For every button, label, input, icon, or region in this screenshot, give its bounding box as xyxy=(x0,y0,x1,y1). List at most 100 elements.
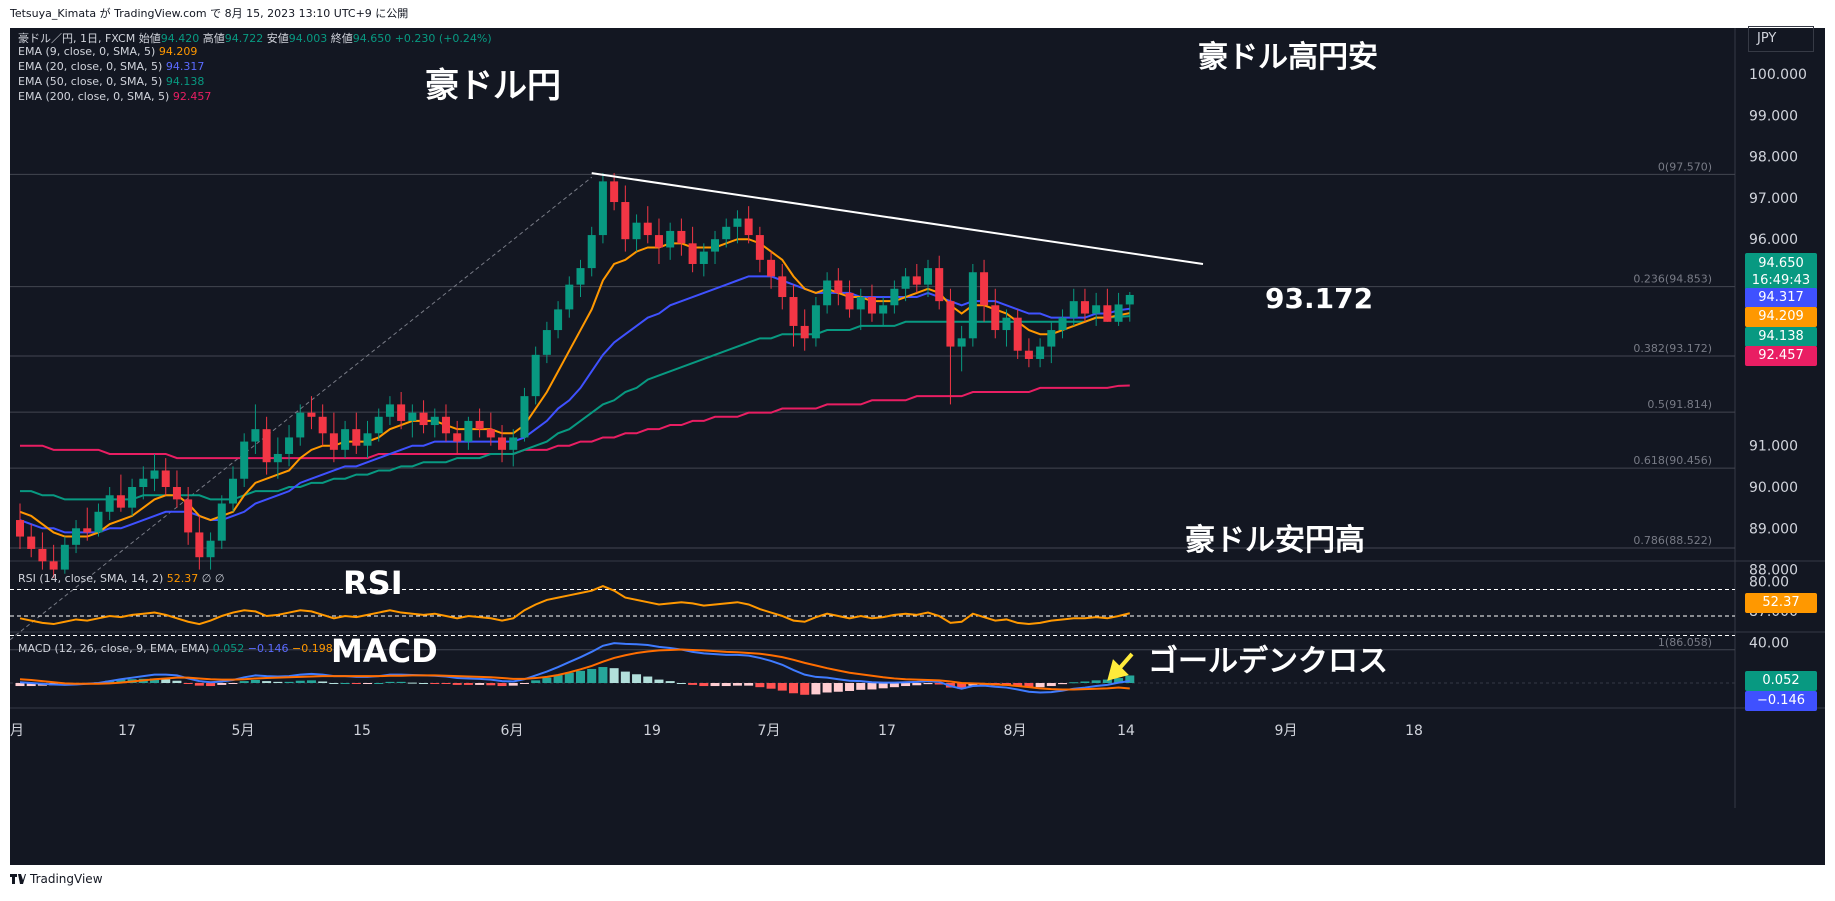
candle-body xyxy=(262,429,271,463)
time-label: 8月 xyxy=(1004,723,1027,739)
candle-body xyxy=(811,305,820,339)
candle-body xyxy=(285,437,294,454)
macd-hist-bar xyxy=(1125,675,1135,683)
chart-area[interactable]: 0(97.570) 0.236(94.853) 0.382(93.172) 0.5(9… xyxy=(10,26,1825,865)
level-annotation: 93.172 xyxy=(1265,282,1374,315)
macd-hist-bar xyxy=(519,683,529,684)
macd-label: MACD (12, 26, close, 9, EMA, EMA) xyxy=(18,642,210,655)
macd-signal-badge: −0.146 xyxy=(1745,691,1817,711)
candle-body xyxy=(991,305,1000,331)
publisher-line: Tetsuya_Kimata が TradingView.com で 8月 15… xyxy=(10,7,409,20)
trend-line xyxy=(591,172,1204,265)
price-tick: 97.000 xyxy=(1749,191,1798,207)
upper-note-annotation: 豪ドル高円安 xyxy=(1198,40,1378,75)
macd-title-annotation: MACD xyxy=(331,632,438,670)
candle-body xyxy=(72,528,81,545)
price-axis-bg xyxy=(1735,28,1825,865)
price-tick: 100.000 xyxy=(1749,67,1807,83)
candle-body xyxy=(128,487,137,508)
macd-hist-bar xyxy=(430,683,440,684)
candle-body xyxy=(834,280,843,293)
macd-hist-bar xyxy=(934,683,944,685)
candle-body xyxy=(1002,317,1011,331)
price-tick: 98.000 xyxy=(1749,150,1798,166)
candle-body xyxy=(576,268,585,285)
macd-hist-bar xyxy=(329,683,339,684)
candle-body xyxy=(341,429,350,450)
candle-body xyxy=(1103,305,1112,322)
candle-body xyxy=(531,354,540,397)
fib-label: 0.382(93.172) xyxy=(1633,342,1712,355)
macd-hist-bar xyxy=(576,670,585,683)
time-label: 17 xyxy=(878,723,896,739)
price-tick: 89.000 xyxy=(1749,521,1798,537)
macd-hist-bar xyxy=(273,681,283,683)
high-value: 94.722 xyxy=(224,32,264,45)
macd-hist-bar xyxy=(262,681,272,683)
macd-hist-bar xyxy=(228,683,238,684)
time-label: 18 xyxy=(1405,723,1423,739)
candle-body xyxy=(150,470,159,479)
macd-hist-bar xyxy=(688,683,698,685)
golden-cross-annotation: ゴールデンクロス xyxy=(1148,644,1388,679)
candle-body xyxy=(1125,294,1134,305)
candle-body xyxy=(195,532,204,558)
change-value: +0.230 (+0.24%) xyxy=(394,32,492,45)
macd-hist-bar xyxy=(396,681,406,683)
macd-hist-bar xyxy=(1091,680,1101,683)
rsi-label: RSI (14, close, SMA, 14, 2) xyxy=(18,572,164,585)
candle-body xyxy=(374,416,383,434)
macd-hist-bar xyxy=(161,679,171,683)
ema50-value: 94.138 xyxy=(165,75,205,88)
publish-header: Tetsuya_Kimata が TradingView.com で 8月 15… xyxy=(0,0,1835,24)
open-value: 94.420 xyxy=(160,32,200,45)
macd-hist-bar xyxy=(676,683,686,684)
macd-hist-bar xyxy=(901,683,911,687)
time-label: 5月 xyxy=(232,723,255,739)
candle-body xyxy=(184,499,193,533)
macd-hist-bar xyxy=(654,679,664,683)
candle-body xyxy=(27,536,36,549)
rsi-tick: 40.00 xyxy=(1749,636,1789,652)
macd-hist-bar xyxy=(811,683,821,695)
macd-hist-bar xyxy=(721,683,731,687)
candle-body xyxy=(1024,350,1033,359)
ema50-line xyxy=(20,315,1130,501)
macd-hist-bar xyxy=(306,680,316,683)
candle-body xyxy=(251,429,260,442)
candle-body xyxy=(116,495,125,508)
candle-body xyxy=(755,235,764,260)
candle-body xyxy=(935,268,944,302)
macd-hist-bar xyxy=(1035,683,1045,688)
macd-hist-bar xyxy=(475,683,485,685)
chart-canvas[interactable]: 0(97.570) 0.236(94.853) 0.382(93.172) 0.5(9… xyxy=(10,28,1825,865)
candle-body xyxy=(744,218,753,236)
candle-body xyxy=(688,243,697,264)
currency-button[interactable]: JPY xyxy=(1748,26,1814,52)
candle-body xyxy=(520,396,529,438)
close-value: 94.650 xyxy=(352,32,392,45)
lower-note-annotation: 豪ドル安円高 xyxy=(1185,523,1365,558)
macd-hist-bar xyxy=(15,683,25,687)
macd-hist-bar xyxy=(1024,683,1034,688)
macd-hist-bar xyxy=(923,683,933,685)
candle-body xyxy=(352,429,361,446)
close-label: 終値 xyxy=(330,32,353,45)
macd-hist-bar xyxy=(486,683,496,686)
macd-hist-bar xyxy=(452,683,462,685)
price-tick: 88.000 xyxy=(1749,563,1798,579)
candle-body xyxy=(554,309,563,331)
candle-body xyxy=(666,230,675,248)
time-label: 19 xyxy=(643,723,661,739)
candle-body xyxy=(1080,301,1089,314)
price-tick: 90.000 xyxy=(1749,480,1798,496)
macd-hist-bar xyxy=(463,683,473,685)
candle-body xyxy=(318,416,327,434)
rsi-title-annotation: RSI xyxy=(343,564,403,602)
candle-body xyxy=(823,280,832,306)
low-value: 94.003 xyxy=(288,32,328,45)
candle-body xyxy=(296,412,305,438)
price-tick: 91.000 xyxy=(1749,439,1798,455)
candle-body xyxy=(789,297,798,326)
candle-body xyxy=(1069,301,1078,318)
